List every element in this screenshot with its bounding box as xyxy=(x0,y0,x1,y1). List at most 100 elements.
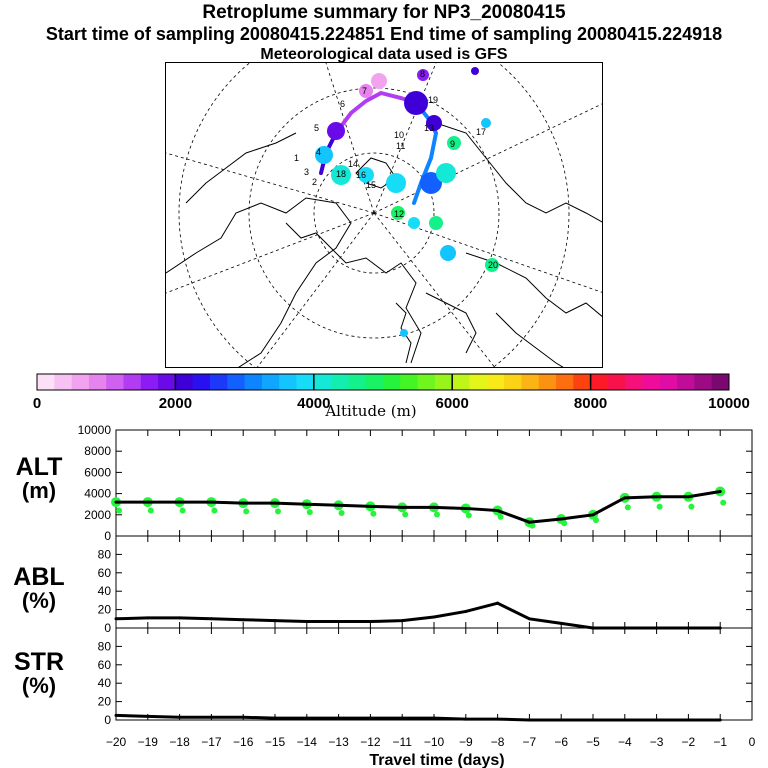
str-panel: 0 20 40 60 80 xyxy=(98,627,753,727)
alt-scatter-point xyxy=(370,510,377,517)
alt-scatter-point xyxy=(306,509,313,516)
colorbar-cell xyxy=(279,374,297,390)
alt-scatter-point xyxy=(593,517,599,524)
alt-series-point xyxy=(178,500,182,504)
colorbar-cell xyxy=(590,374,609,390)
str-ytick-label: 20 xyxy=(98,695,112,709)
alt-scatter-point xyxy=(243,508,250,515)
map-dot xyxy=(327,122,345,140)
colorbar-cell xyxy=(538,374,557,390)
colorbar-cell xyxy=(158,374,176,390)
x-tick-label: −9 xyxy=(459,735,473,749)
x-tick-label: −19 xyxy=(138,735,159,749)
alt-series-point xyxy=(655,495,659,499)
colorbar-cell xyxy=(556,374,574,390)
colorbar-cell xyxy=(244,374,263,390)
alt-series-point xyxy=(209,500,213,504)
colorbar-tick-label: 8000 xyxy=(574,395,607,412)
alt-scatter-point xyxy=(529,522,536,529)
map-dot xyxy=(331,165,351,185)
abl-series-point xyxy=(368,620,372,624)
alt-series-line xyxy=(116,490,721,524)
x-tick-label: −14 xyxy=(297,735,318,749)
colorbar-cell xyxy=(192,374,211,390)
map-dot xyxy=(408,217,420,229)
alt-series-point xyxy=(146,500,150,504)
map-dot xyxy=(417,69,429,81)
colorbar-cell xyxy=(677,374,695,390)
colorbar-cell xyxy=(694,374,713,390)
colorbar-cell xyxy=(469,374,488,390)
colorbar-cell xyxy=(210,374,228,390)
x-tick-label: −6 xyxy=(554,735,568,749)
abl-series-point xyxy=(464,609,468,613)
str-series-point xyxy=(400,716,404,720)
map-label: 6 xyxy=(340,99,345,109)
alt-ytick-label: 8000 xyxy=(84,444,111,458)
alt-ytick-label: 0 xyxy=(104,529,111,543)
map-dot xyxy=(359,84,373,98)
colorbar-cell xyxy=(625,374,643,390)
map-dot xyxy=(429,216,443,230)
alt-panel: 0 2000 4000 6000 8000 10000 xyxy=(78,423,753,543)
colorbar-cell xyxy=(452,374,470,390)
str-ytick-label: 60 xyxy=(98,658,112,672)
colorbar-cell xyxy=(521,374,540,390)
abl-ytick-label: 60 xyxy=(98,566,112,580)
sampling-times: Start time of sampling 20080415.224851 E… xyxy=(45,24,723,44)
alt-series-point xyxy=(527,520,531,524)
map-dot xyxy=(371,73,387,89)
abl-series-point xyxy=(273,619,277,623)
alt-scatter-point xyxy=(275,508,281,515)
str-series-point xyxy=(464,717,468,721)
str-series-line xyxy=(115,713,721,722)
colorbar-tick-label: 0 xyxy=(33,395,41,412)
map-graticule xyxy=(166,63,602,367)
alt-scatter-point xyxy=(179,507,186,514)
str-unit-text: (%) xyxy=(21,673,57,698)
map-label: 19 xyxy=(428,95,438,105)
colorbar-cell xyxy=(37,374,55,390)
map-label: 15 xyxy=(366,180,376,190)
x-tick-label: −4 xyxy=(618,735,632,749)
str-ytick-label: 40 xyxy=(98,676,112,690)
colorbar-cell xyxy=(573,374,592,390)
str-series-point xyxy=(496,717,500,721)
map-label: 1 xyxy=(294,153,299,163)
map-day-labels: 10 11 12 13 14 15 16 17 18 19 20 9 8 7 6… xyxy=(294,69,498,270)
met-data-line: Meteorological data used is GFS xyxy=(260,46,508,63)
alt-unit-text: (m) xyxy=(21,478,57,503)
abl-series-point xyxy=(305,620,309,624)
map-dot xyxy=(436,163,456,183)
alt-series-point xyxy=(273,501,277,505)
colorbar-cell xyxy=(434,374,453,390)
colorbar-tick-label: 6000 xyxy=(436,395,469,412)
abl-ytick-label: 40 xyxy=(98,584,112,598)
str-series-point xyxy=(368,716,372,720)
colorbar-cell xyxy=(331,374,349,390)
str-series-point xyxy=(241,715,245,719)
alt-scatter-point xyxy=(116,507,122,514)
x-tick-label: −1 xyxy=(713,735,727,749)
colorbar-cell xyxy=(365,374,384,390)
colorbar-cell xyxy=(106,374,124,390)
colorbar-cell xyxy=(642,374,661,390)
map-dot xyxy=(420,172,442,194)
alt-scatter-point xyxy=(720,499,727,506)
alt-series-point xyxy=(337,503,341,507)
colorbar-cell xyxy=(140,374,159,390)
str-series-point xyxy=(178,715,182,719)
alt-ytick-label: 4000 xyxy=(84,487,111,501)
polar-map: 10 11 12 13 14 15 16 17 18 19 20 9 8 7 6… xyxy=(165,62,603,368)
colorbar-cell xyxy=(400,374,419,390)
alt-scatter-point xyxy=(338,509,345,516)
abl-series-point xyxy=(178,616,182,620)
colorbar-tick-label: 2000 xyxy=(159,395,192,412)
alt-series-point xyxy=(718,489,722,493)
x-tick-label: −8 xyxy=(491,735,505,749)
map-dot xyxy=(485,258,499,272)
x-tick-label: −11 xyxy=(392,735,412,749)
alt-ytick-label: 2000 xyxy=(84,508,111,522)
abl-series-point xyxy=(496,601,500,605)
map-label: 9 xyxy=(450,139,455,149)
